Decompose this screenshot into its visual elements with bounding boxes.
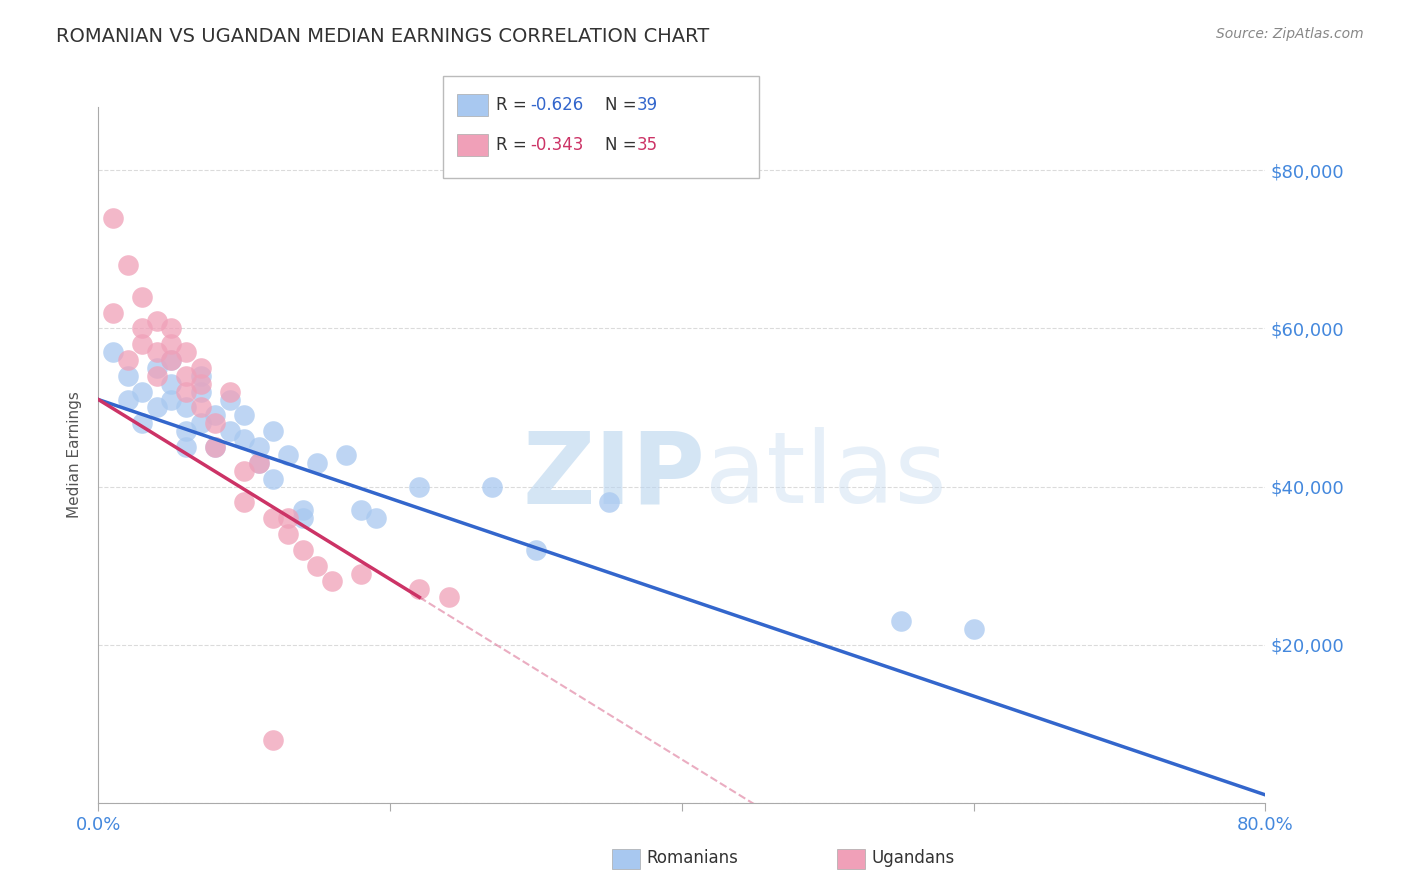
Point	[408, 582, 430, 597]
Y-axis label: Median Earnings: Median Earnings	[67, 392, 83, 518]
Point	[204, 440, 226, 454]
Point	[233, 432, 256, 446]
Point	[598, 495, 620, 509]
Point	[291, 542, 314, 557]
Point	[174, 401, 197, 415]
Text: 35: 35	[637, 136, 658, 154]
Text: -0.626: -0.626	[530, 96, 583, 114]
Point	[321, 574, 343, 589]
Text: N =: N =	[605, 136, 641, 154]
Point	[291, 511, 314, 525]
Point	[160, 337, 183, 351]
Text: ZIP: ZIP	[523, 427, 706, 524]
Point	[247, 440, 270, 454]
Point	[204, 440, 226, 454]
Text: R =: R =	[496, 96, 533, 114]
Text: 39: 39	[637, 96, 658, 114]
Point	[160, 353, 183, 368]
Point	[174, 424, 197, 438]
Point	[131, 321, 153, 335]
Text: Source: ZipAtlas.com: Source: ZipAtlas.com	[1216, 27, 1364, 41]
Point	[262, 472, 284, 486]
Text: Romanians: Romanians	[647, 849, 738, 867]
Text: -0.343: -0.343	[530, 136, 583, 154]
Point	[335, 448, 357, 462]
Point	[307, 558, 329, 573]
Point	[101, 345, 124, 359]
Point	[190, 376, 212, 391]
Text: Ugandans: Ugandans	[872, 849, 955, 867]
Point	[131, 384, 153, 399]
Point	[277, 448, 299, 462]
Point	[190, 368, 212, 383]
Point	[233, 464, 256, 478]
Point	[262, 732, 284, 747]
Point	[101, 211, 124, 225]
Point	[218, 392, 240, 407]
Point	[233, 495, 256, 509]
Point	[437, 591, 460, 605]
Point	[262, 511, 284, 525]
Point	[117, 392, 139, 407]
Point	[218, 424, 240, 438]
Point	[190, 361, 212, 376]
Point	[408, 479, 430, 493]
Text: atlas: atlas	[706, 427, 946, 524]
Point	[524, 542, 547, 557]
Point	[160, 321, 183, 335]
Point	[481, 479, 503, 493]
Point	[146, 401, 169, 415]
Point	[101, 305, 124, 319]
Point	[262, 424, 284, 438]
Text: ROMANIAN VS UGANDAN MEDIAN EARNINGS CORRELATION CHART: ROMANIAN VS UGANDAN MEDIAN EARNINGS CORR…	[56, 27, 710, 45]
Point	[131, 417, 153, 431]
Point	[350, 566, 373, 581]
Point	[160, 353, 183, 368]
Point	[350, 503, 373, 517]
Point	[117, 368, 139, 383]
Point	[364, 511, 387, 525]
Point	[174, 440, 197, 454]
Text: N =: N =	[605, 96, 641, 114]
Point	[131, 290, 153, 304]
Point	[204, 409, 226, 423]
Point	[146, 313, 169, 327]
Point	[131, 337, 153, 351]
Point	[174, 384, 197, 399]
Point	[146, 368, 169, 383]
Point	[291, 503, 314, 517]
Point	[160, 376, 183, 391]
Point	[247, 456, 270, 470]
Point	[174, 345, 197, 359]
Point	[174, 368, 197, 383]
Point	[204, 417, 226, 431]
Point	[117, 353, 139, 368]
Point	[890, 614, 912, 628]
Point	[247, 456, 270, 470]
Point	[190, 384, 212, 399]
Point	[307, 456, 329, 470]
Point	[962, 622, 984, 636]
Point	[218, 384, 240, 399]
Text: R =: R =	[496, 136, 533, 154]
Point	[277, 511, 299, 525]
Point	[233, 409, 256, 423]
Point	[190, 401, 212, 415]
Point	[160, 392, 183, 407]
Point	[117, 258, 139, 272]
Point	[146, 345, 169, 359]
Point	[190, 417, 212, 431]
Point	[146, 361, 169, 376]
Point	[277, 527, 299, 541]
